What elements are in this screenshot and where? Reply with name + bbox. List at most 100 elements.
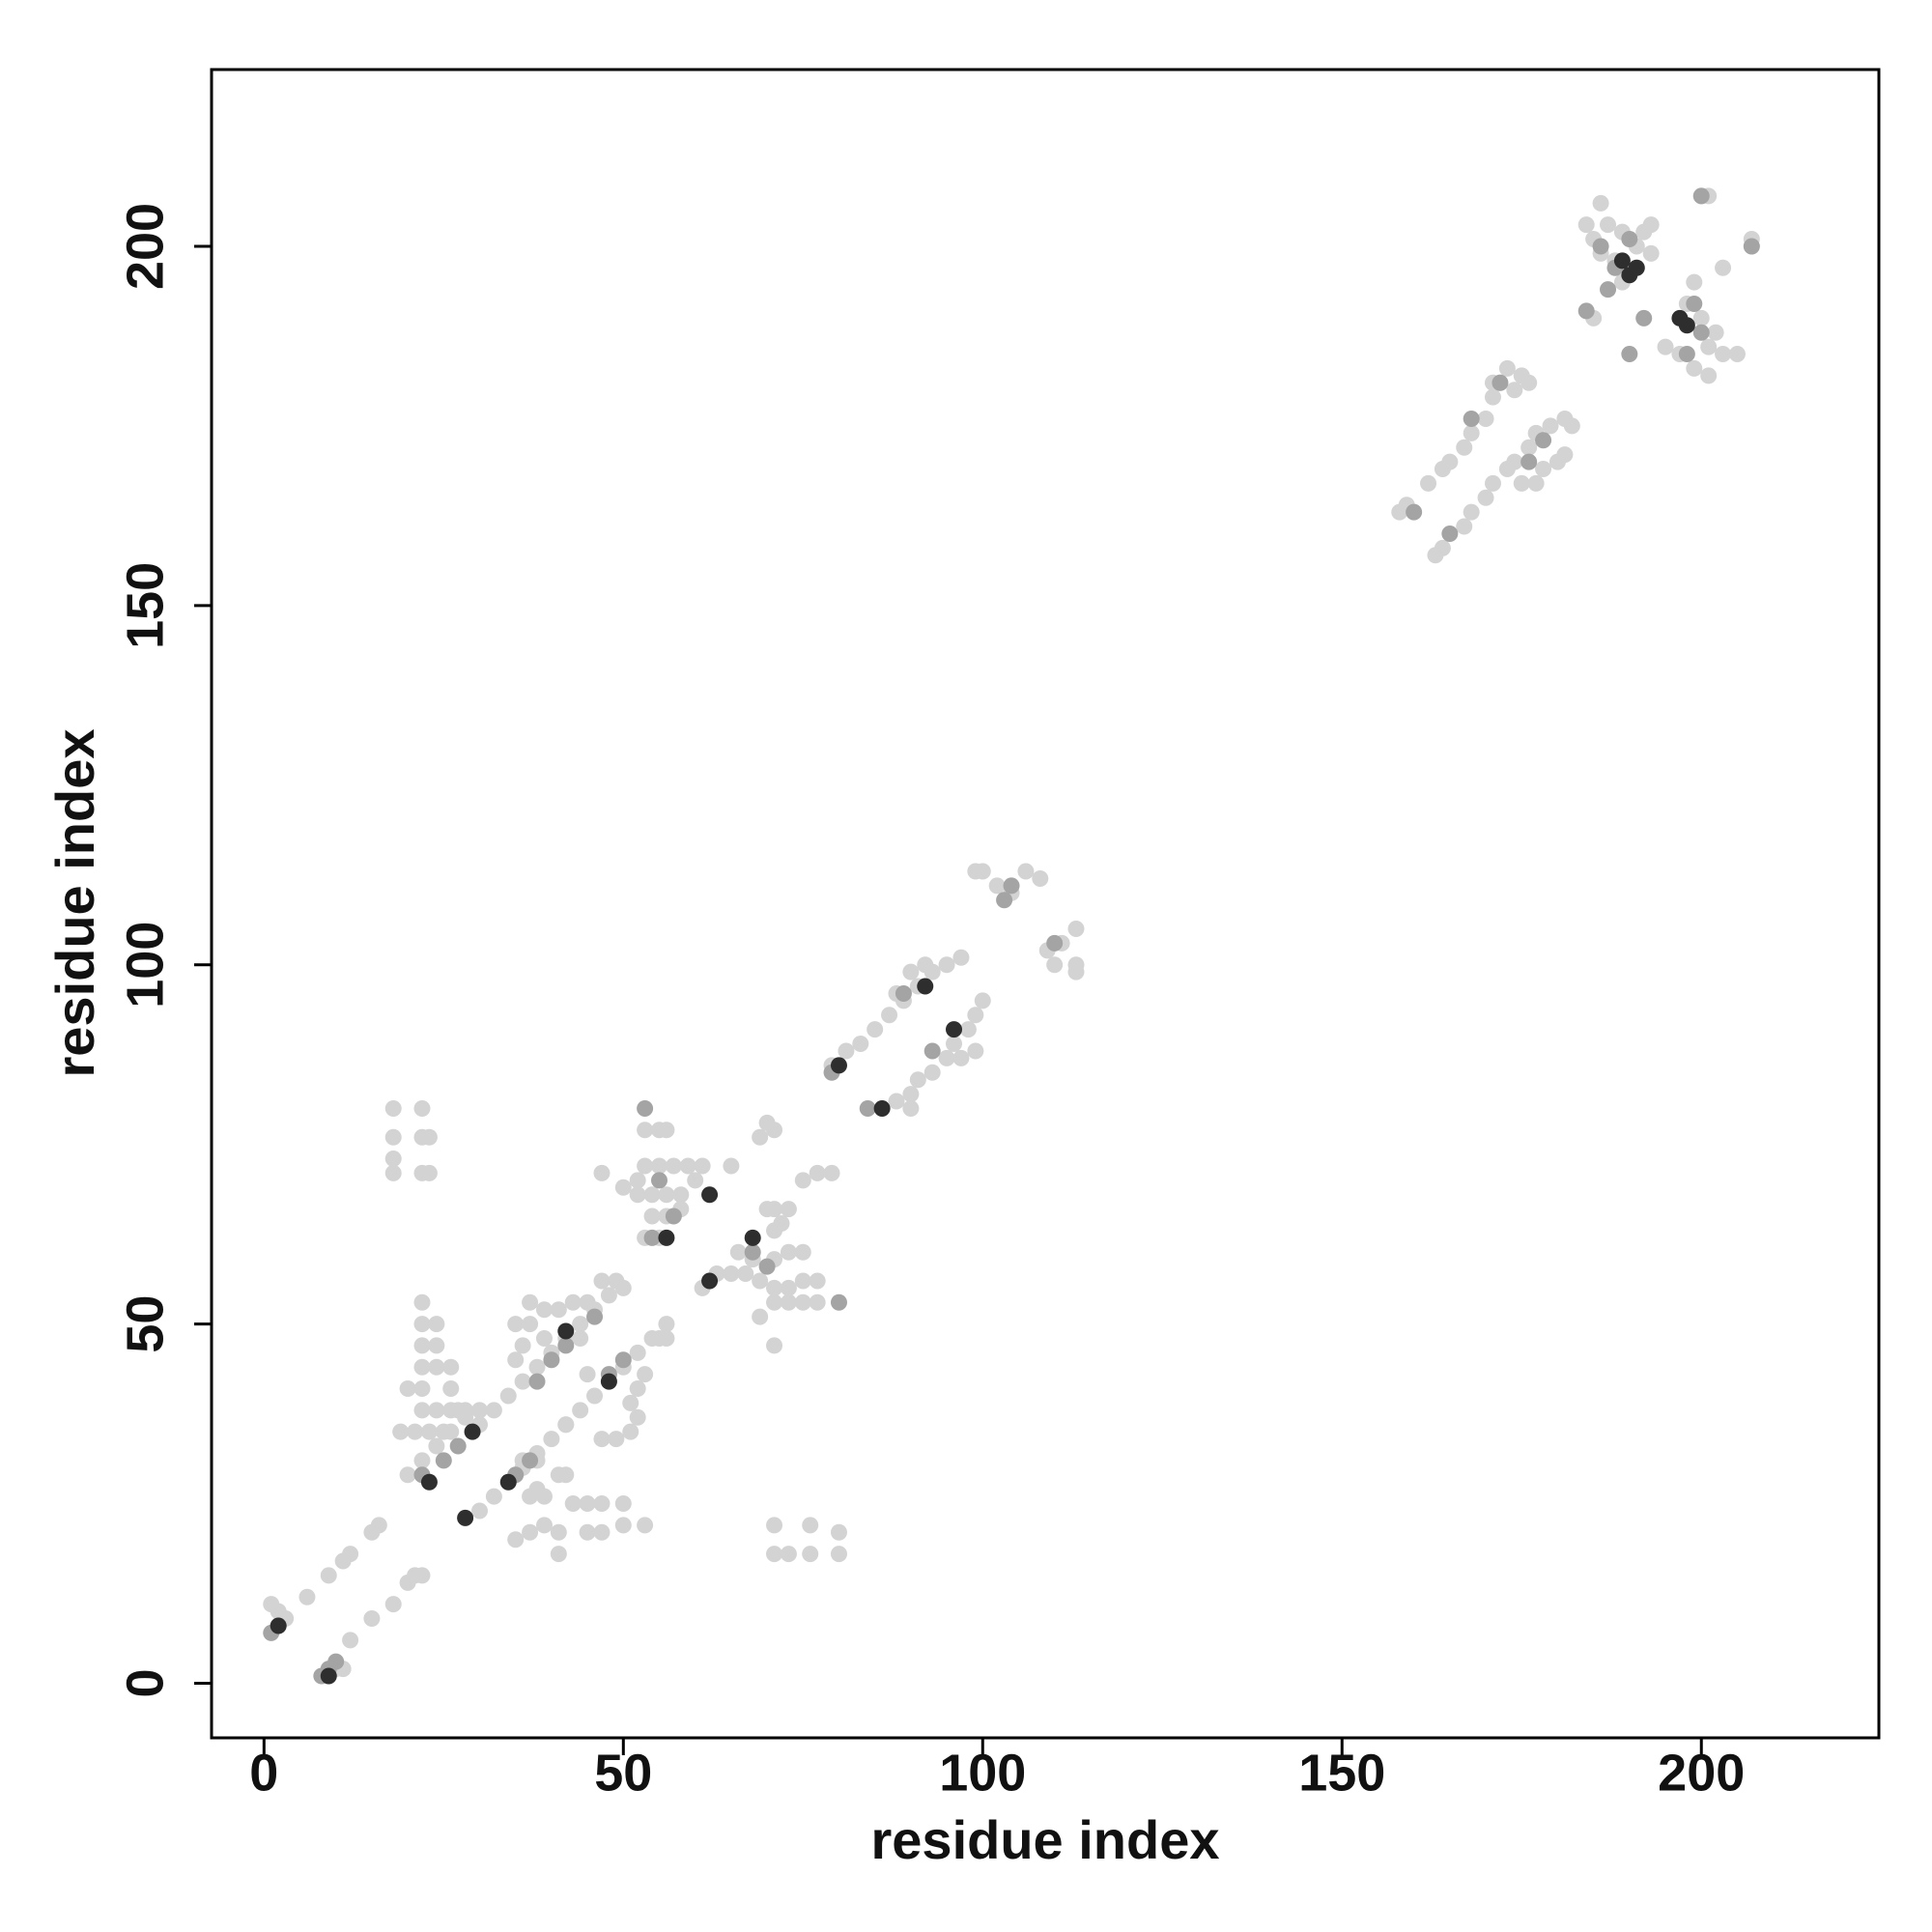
point — [1434, 539, 1451, 556]
point — [1506, 382, 1523, 399]
point — [1657, 338, 1674, 355]
point — [1577, 216, 1595, 234]
point — [543, 1351, 560, 1369]
point — [1513, 474, 1530, 492]
point — [550, 1523, 567, 1541]
point — [637, 1517, 654, 1534]
point — [522, 1452, 539, 1469]
point — [413, 1337, 431, 1354]
point — [780, 1546, 797, 1563]
point — [550, 1301, 567, 1319]
point — [658, 1329, 675, 1347]
point — [392, 1423, 410, 1440]
point — [384, 1128, 402, 1146]
point — [557, 1466, 575, 1484]
point — [952, 1049, 970, 1066]
point — [1477, 489, 1494, 506]
point — [701, 1186, 719, 1204]
point — [579, 1293, 596, 1311]
point — [881, 1007, 898, 1024]
point — [967, 1042, 984, 1060]
point — [1441, 525, 1459, 542]
point — [1642, 216, 1660, 234]
point — [614, 1351, 632, 1369]
point — [1743, 238, 1760, 255]
point — [564, 1293, 582, 1311]
point — [823, 1164, 840, 1181]
point — [1046, 956, 1064, 974]
point — [1678, 346, 1695, 363]
point — [428, 1337, 445, 1354]
point — [557, 1337, 575, 1354]
point — [413, 1099, 431, 1117]
point — [923, 1042, 941, 1060]
point — [1456, 439, 1473, 456]
point — [384, 1151, 402, 1168]
point — [1563, 417, 1580, 435]
point — [1577, 302, 1595, 320]
point — [442, 1358, 460, 1376]
point — [902, 1086, 920, 1103]
point — [485, 1402, 502, 1419]
point — [1686, 273, 1703, 291]
point — [342, 1632, 359, 1649]
point — [672, 1186, 690, 1204]
point — [1463, 410, 1480, 427]
point — [1707, 324, 1724, 341]
point — [1592, 194, 1609, 212]
point — [622, 1423, 639, 1440]
point — [1621, 267, 1638, 284]
point — [988, 877, 1006, 895]
point — [1017, 863, 1035, 880]
point — [729, 1243, 747, 1261]
point — [830, 1293, 847, 1311]
point — [1067, 921, 1085, 938]
point — [952, 949, 970, 966]
point — [522, 1316, 539, 1333]
point — [1046, 934, 1064, 952]
point — [457, 1408, 474, 1426]
point — [1600, 281, 1617, 298]
point — [384, 1596, 402, 1613]
point — [407, 1423, 424, 1440]
point — [1542, 417, 1559, 435]
x-tick-label: 100 — [939, 1744, 1026, 1802]
point — [650, 1157, 668, 1175]
point — [752, 1272, 769, 1290]
point — [572, 1402, 589, 1419]
point — [773, 1214, 790, 1232]
point — [1715, 346, 1732, 363]
point — [629, 1186, 646, 1204]
point — [399, 1574, 416, 1591]
point — [665, 1208, 682, 1225]
point — [679, 1157, 696, 1175]
point — [902, 963, 920, 980]
point — [1686, 359, 1703, 377]
point — [1613, 252, 1631, 270]
point — [794, 1243, 811, 1261]
point — [579, 1523, 596, 1541]
point — [499, 1473, 517, 1491]
point — [1600, 216, 1617, 234]
point — [384, 1099, 402, 1117]
point — [449, 1437, 467, 1455]
point — [413, 1358, 431, 1376]
point — [614, 1517, 632, 1534]
point — [593, 1272, 611, 1290]
point — [1003, 877, 1020, 895]
y-tick-label: 100 — [116, 922, 174, 1009]
point — [550, 1546, 567, 1563]
point — [579, 1366, 596, 1383]
point — [528, 1358, 546, 1376]
point — [752, 1308, 769, 1325]
x-tick-label: 50 — [594, 1744, 652, 1802]
point — [959, 1021, 977, 1038]
point — [413, 1293, 431, 1311]
point — [637, 1157, 654, 1175]
y-tick-label: 150 — [116, 562, 174, 649]
point — [766, 1279, 783, 1296]
point — [557, 1322, 575, 1340]
point — [413, 1380, 431, 1398]
point — [643, 1186, 661, 1204]
point — [1700, 367, 1718, 384]
